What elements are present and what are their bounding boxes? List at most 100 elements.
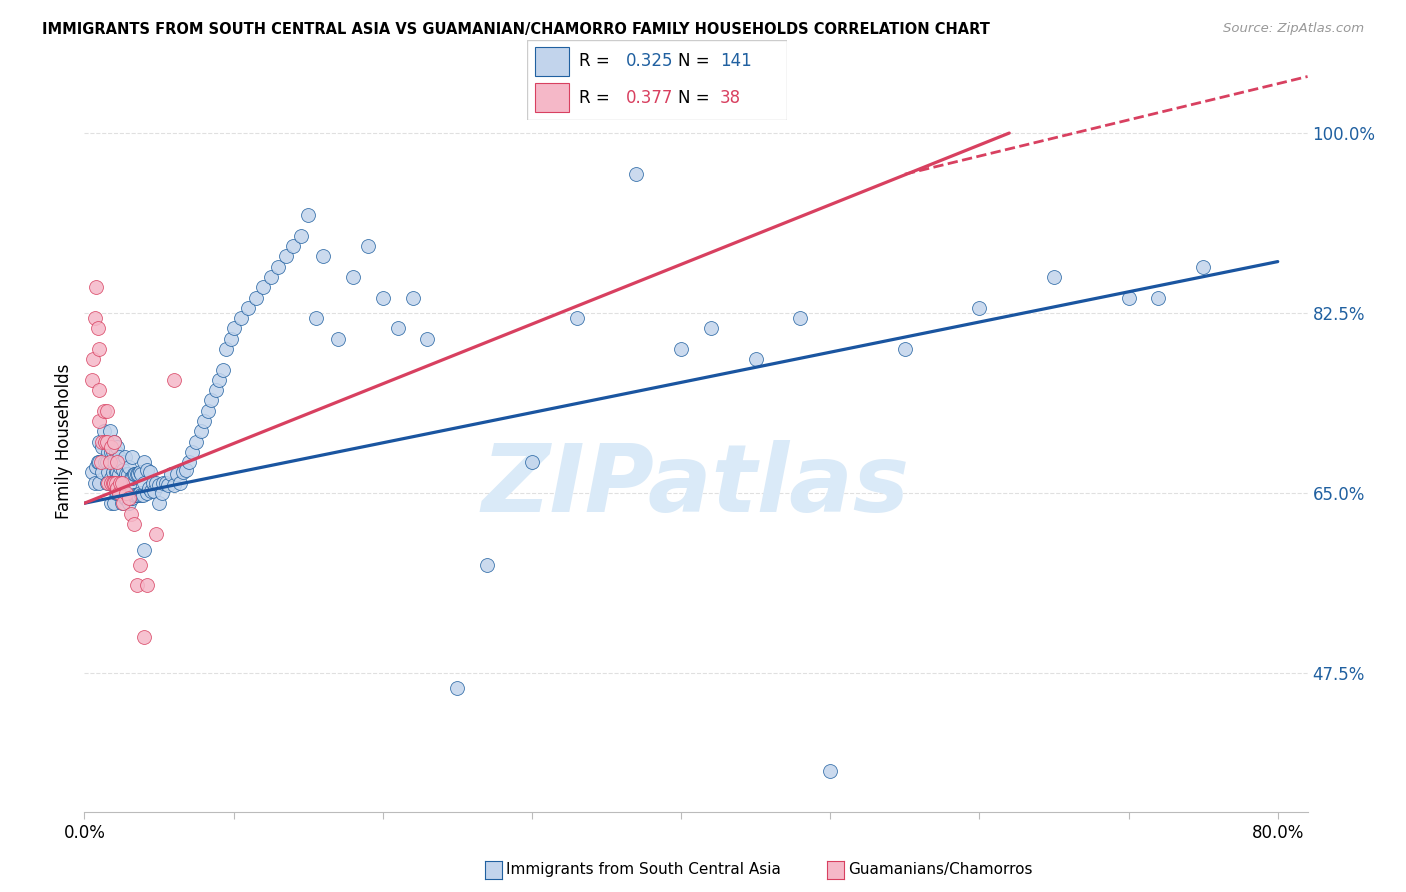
- Point: [89, 383, 111, 397]
- Point: [142, 475, 165, 490]
- Point: [136, 463, 159, 477]
- Point: [267, 260, 290, 274]
- Point: [104, 475, 127, 490]
- Point: [132, 630, 155, 644]
- Point: [91, 434, 114, 449]
- Point: [84, 460, 107, 475]
- Point: [190, 424, 212, 438]
- Point: [121, 491, 143, 505]
- Point: [416, 332, 439, 346]
- Point: [669, 342, 692, 356]
- Point: [446, 681, 468, 696]
- Point: [1118, 291, 1140, 305]
- Point: [80, 373, 103, 387]
- Point: [91, 466, 114, 480]
- Point: [789, 311, 811, 326]
- Point: [89, 342, 111, 356]
- Point: [186, 434, 208, 449]
- Point: [82, 352, 104, 367]
- Point: [125, 488, 148, 502]
- Point: [212, 362, 235, 376]
- Point: [96, 403, 118, 417]
- Point: [125, 467, 148, 482]
- Point: [100, 440, 122, 454]
- Point: [326, 332, 349, 346]
- Point: [238, 301, 260, 315]
- Point: [101, 466, 124, 480]
- Point: [274, 249, 297, 264]
- Point: [156, 477, 179, 491]
- Point: [150, 486, 173, 500]
- Point: [96, 434, 118, 449]
- Point: [128, 466, 150, 480]
- Point: [115, 467, 138, 482]
- Point: [104, 445, 127, 459]
- Point: [122, 467, 145, 482]
- Point: [107, 450, 129, 464]
- Point: [200, 393, 222, 408]
- Point: [894, 342, 917, 356]
- Point: [84, 280, 107, 294]
- Point: [112, 486, 135, 500]
- Point: [120, 491, 142, 505]
- Point: [565, 311, 588, 326]
- Point: [105, 440, 128, 454]
- Point: [121, 450, 143, 464]
- Point: [160, 467, 183, 482]
- Point: [132, 455, 155, 469]
- Point: [105, 481, 128, 495]
- Point: [475, 558, 498, 572]
- Point: [93, 424, 115, 438]
- Point: [96, 455, 118, 469]
- Point: [120, 507, 142, 521]
- Point: [114, 450, 136, 464]
- Point: [128, 558, 150, 572]
- Point: [124, 467, 146, 482]
- Point: [112, 463, 135, 477]
- Point: [283, 239, 305, 253]
- Point: [114, 470, 136, 484]
- Point: [155, 475, 177, 490]
- Point: [297, 208, 319, 222]
- Point: [172, 466, 194, 480]
- Point: [136, 486, 159, 500]
- Point: [626, 167, 648, 181]
- Point: [90, 455, 112, 469]
- Point: [520, 455, 543, 469]
- Point: [96, 475, 118, 490]
- Text: R =: R =: [579, 88, 616, 106]
- Point: [98, 455, 121, 469]
- Text: R =: R =: [579, 53, 616, 70]
- Point: [117, 467, 139, 482]
- Point: [111, 475, 134, 490]
- Point: [114, 491, 136, 505]
- Point: [115, 486, 138, 500]
- Point: [145, 475, 167, 490]
- Point: [100, 470, 122, 484]
- Y-axis label: Family Households: Family Households: [55, 364, 73, 519]
- Text: N =: N =: [678, 88, 716, 106]
- Point: [111, 475, 134, 490]
- FancyBboxPatch shape: [536, 47, 569, 77]
- Point: [177, 455, 200, 469]
- Point: [152, 475, 174, 490]
- Point: [127, 467, 149, 482]
- Point: [111, 496, 134, 510]
- Point: [169, 475, 191, 490]
- Point: [105, 486, 128, 500]
- Point: [148, 496, 170, 510]
- Text: N =: N =: [678, 53, 716, 70]
- Point: [122, 488, 145, 502]
- Point: [122, 516, 145, 531]
- Point: [193, 414, 215, 428]
- Point: [104, 466, 127, 480]
- Point: [83, 475, 105, 490]
- Point: [1192, 260, 1215, 274]
- Point: [108, 460, 131, 475]
- Point: [290, 228, 312, 243]
- Point: [108, 481, 131, 495]
- Text: IMMIGRANTS FROM SOUTH CENTRAL ASIA VS GUAMANIAN/CHAMORRO FAMILY HOUSEHOLDS CORRE: IMMIGRANTS FROM SOUTH CENTRAL ASIA VS GU…: [42, 22, 990, 37]
- Point: [371, 291, 394, 305]
- Point: [89, 434, 111, 449]
- Point: [103, 475, 125, 490]
